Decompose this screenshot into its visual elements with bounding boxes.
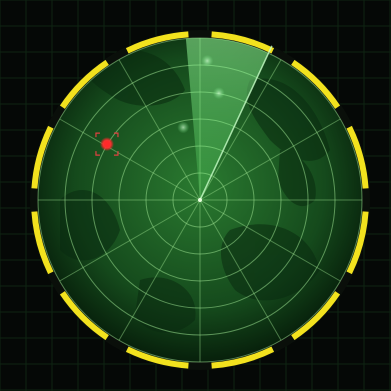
target-bracket [95,132,100,138]
bezel-segment [125,31,189,54]
radar-contacts [95,54,225,156]
target-bracket [113,132,119,138]
friendly-contact-3[interactable] [177,121,190,134]
bezel-segment [291,59,341,109]
bezel-segment [346,125,369,189]
radar-sweep [185,38,272,200]
bezel-segment [59,59,109,109]
bearing-spoke [59,118,201,201]
bezel-segment [291,291,341,341]
bearing-spoke [199,59,282,201]
hostile-contact[interactable] [103,140,111,148]
bearing-spoke [199,199,341,282]
friendly-contact-2[interactable] [212,87,225,100]
target-bracket [95,151,100,156]
bezel-segment [211,346,275,369]
bezel-segment [125,346,189,369]
bearing-spoke [59,199,201,282]
bezel-segments [31,31,369,369]
bearing-spoke [118,199,201,341]
target-bracket [113,151,119,156]
bezel-segment [31,211,54,275]
bezel-segment [31,125,54,189]
bearing-spoke [199,118,341,201]
bezel-segment [346,211,369,275]
bezel-segment [59,291,109,341]
bearing-spoke [118,59,201,201]
radar-sweep-edge [199,45,273,201]
friendly-contact-1[interactable] [201,54,214,67]
radar-center [198,198,202,202]
bearing-spoke [199,199,282,341]
